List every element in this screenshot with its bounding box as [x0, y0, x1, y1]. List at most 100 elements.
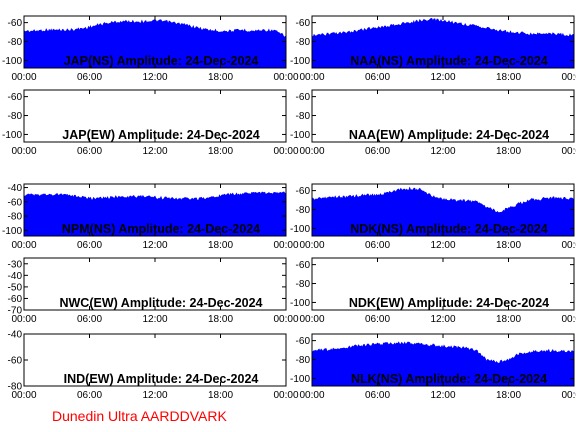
panel-title: NDK(EW) Amplitude: 24-Dec-2024: [349, 296, 549, 310]
y-tick-label: -100: [290, 298, 310, 309]
amplitude-area: [311, 18, 575, 69]
y-tick-label: -50: [8, 282, 23, 293]
x-tick-label: 06:00: [365, 146, 390, 157]
panel-title: NAA(NS) Amplitude: 24-Dec-2024: [350, 54, 548, 68]
x-tick-label: 12:00: [142, 314, 167, 325]
panel-title: JAP(NS) Amplitude: 24-Dec-2024: [64, 54, 259, 68]
y-tick-label: -40: [8, 330, 23, 341]
x-tick-label: 06:00: [77, 146, 102, 157]
x-tick-label: 00:00: [273, 72, 298, 83]
x-tick-label: 12:00: [142, 72, 167, 83]
y-tick-label: -80: [8, 212, 23, 223]
x-tick-label: 06:00: [365, 240, 390, 251]
x-tick-label: 00:00: [273, 146, 298, 157]
x-tick-label: 00:00: [299, 314, 324, 325]
panel-title: NAA(EW) Amplitude: 24-Dec-2024: [349, 128, 549, 142]
y-tick-label: -80: [296, 355, 311, 366]
panel-title: NDK(NS) Amplitude: 24-Dec-2024: [350, 222, 548, 236]
panel-title: JAP(EW) Amplitude: 24-Dec-2024: [62, 128, 260, 142]
amplitude-area: [23, 191, 287, 237]
x-tick-label: 00:00: [299, 72, 324, 83]
x-tick-label: 18:00: [496, 390, 521, 401]
y-tick-label: -60: [8, 18, 23, 29]
x-tick-label: 06:00: [365, 314, 390, 325]
x-tick-label: 18:00: [208, 72, 233, 83]
panel-ndk-ns: -60 -80 -100 00:00 06:00 12:00 18:00 00:00 NDK(N…: [290, 183, 576, 251]
panel-npm-ns: -40 -60 -80 -100 00:00 06:00 12:00 18:00 00:00 NP…: [2, 183, 299, 251]
x-tick-label: 00:00: [561, 390, 576, 401]
y-tick-label: -60: [296, 186, 311, 197]
y-tick-label: -80: [296, 205, 311, 216]
panel-title: NPM(NS) Amplitude: 24-Dec-2024: [62, 222, 260, 236]
y-tick-label: -80: [296, 279, 311, 290]
y-tick-label: -60: [8, 197, 23, 208]
x-tick-label: 12:00: [142, 146, 167, 157]
x-tick-label: 00:00: [299, 240, 324, 251]
y-tick-label: -40: [8, 183, 23, 194]
x-tick-label: 00:00: [11, 314, 36, 325]
panel-title: IND(EW) Amplitude: 24-Dec-2024: [64, 372, 259, 386]
x-tick-label: 00:00: [561, 146, 576, 157]
x-tick-label: 00:00: [273, 240, 298, 251]
x-tick-label: 12:00: [430, 314, 455, 325]
panel-naa-ew: -60 -80 -100 00:00 06:00 12:00 18:00 00:00 NAA(E…: [290, 89, 576, 157]
y-tick-label: -60: [296, 92, 311, 103]
x-tick-label: 06:00: [77, 390, 102, 401]
y-tick-label: -80: [8, 37, 23, 48]
y-tick-label: -40: [8, 271, 23, 282]
y-tick-label: -80: [296, 37, 311, 48]
y-tick-label: -100: [290, 224, 310, 235]
footer-credit: Dunedin Ultra AARDDVARK: [52, 408, 227, 424]
x-tick-label: 18:00: [496, 314, 521, 325]
x-tick-label: 06:00: [365, 72, 390, 83]
x-tick-label: 06:00: [77, 240, 102, 251]
x-tick-label: 00:00: [273, 314, 298, 325]
y-tick-label: -100: [290, 56, 310, 67]
x-tick-label: 00:00: [299, 390, 324, 401]
x-tick-label: 00:00: [11, 146, 36, 157]
y-tick-label: -30: [8, 259, 23, 270]
x-tick-label: 06:00: [77, 314, 102, 325]
y-tick-label: -100: [2, 130, 22, 141]
y-tick-label: -60: [296, 336, 311, 347]
x-tick-label: 00:00: [561, 240, 576, 251]
x-tick-label: 12:00: [430, 72, 455, 83]
amplitude-area: [311, 186, 575, 237]
x-tick-label: 00:00: [273, 390, 298, 401]
y-tick-label: -80: [296, 111, 311, 122]
x-tick-label: 18:00: [208, 390, 233, 401]
panel-title: NWC(EW) Amplitude: 24-Dec-2024: [59, 296, 262, 310]
panel-nlk-ns: -60 -80 -100 00:00 06:00 12:00 18:00 00:00 NLK(N…: [290, 333, 576, 401]
x-tick-label: 18:00: [208, 240, 233, 251]
x-tick-label: 18:00: [496, 240, 521, 251]
x-tick-label: 06:00: [77, 72, 102, 83]
y-tick-label: -100: [290, 374, 310, 385]
y-tick-label: -80: [8, 111, 23, 122]
y-tick-label: -60: [296, 18, 311, 29]
x-tick-label: 00:00: [299, 146, 324, 157]
y-tick-label: -70: [8, 306, 23, 317]
x-tick-label: 12:00: [430, 240, 455, 251]
x-tick-label: 12:00: [142, 390, 167, 401]
y-tick-label: -60: [8, 294, 23, 305]
x-tick-label: 18:00: [208, 314, 233, 325]
y-tick-label: -60: [296, 260, 311, 271]
x-tick-label: 00:00: [11, 240, 36, 251]
panel-naa-ns: -60 -80 -100 00:00 06:00 12:00 18:00 00:00 NAA(N…: [290, 15, 576, 83]
panel-jap-ns: -60 -80 -100 00:00 06:00 12:00 18:00 00:00 JAP(N…: [2, 15, 299, 83]
x-tick-label: 00:00: [11, 390, 36, 401]
x-tick-label: 12:00: [430, 390, 455, 401]
panel-title: NLK(NS) Amplitude: 24-Dec-2024: [351, 372, 547, 386]
x-tick-label: 18:00: [208, 146, 233, 157]
amplitude-area: [311, 341, 575, 387]
x-tick-label: 00:00: [11, 72, 36, 83]
y-tick-label: -80: [8, 382, 23, 393]
x-tick-label: 18:00: [496, 72, 521, 83]
y-tick-label: -60: [8, 92, 23, 103]
x-tick-label: 00:00: [561, 72, 576, 83]
panel-jap-ew: -60 -80 -100 00:00 06:00 12:00 18:00 00:00 JAP(E…: [2, 89, 299, 157]
